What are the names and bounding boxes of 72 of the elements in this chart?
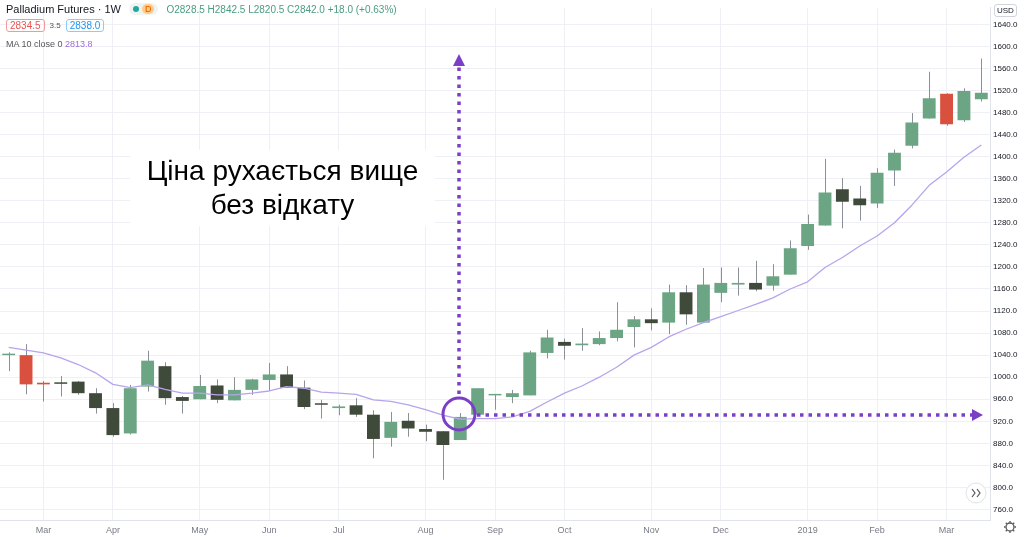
candlestick: [540, 329, 554, 359]
candlestick: [384, 411, 398, 448]
x-tick-label: Feb: [869, 524, 885, 535]
y-tick-label: 880.0: [993, 438, 1014, 448]
candlestick: [835, 177, 849, 229]
candlestick: [280, 365, 294, 389]
candlestick: [731, 266, 745, 297]
y-tick-label: 920.0: [993, 416, 1014, 426]
candlestick: [54, 375, 68, 397]
candlestick: [888, 149, 901, 187]
candlestick: [558, 338, 571, 361]
candlestick: [922, 71, 936, 120]
candlestick: [679, 284, 693, 326]
candlestick: [314, 399, 328, 420]
candlestick: [627, 315, 641, 348]
candlestick: [974, 58, 988, 103]
y-tick-label: 1040.0: [993, 350, 1019, 360]
y-tick-label: 1480.0: [993, 107, 1019, 117]
y-tick-label: 1120.0: [993, 306, 1018, 316]
x-tick-label: Dec: [712, 524, 730, 535]
y-tick-label: 1640.0: [993, 19, 1019, 29]
candlestick: [749, 260, 762, 292]
text: MA 10 close 0: [6, 39, 63, 49]
x-tick-label: 2019: [797, 524, 818, 535]
y-tick-label: 840.0: [993, 460, 1014, 470]
annotation: O2828.5 H2842.5 L2820.5 C2842.0 +18.0 (+0.63%): [166, 3, 397, 15]
y-tick-label: 1080.0: [993, 328, 1019, 338]
text: USD: [994, 4, 1017, 17]
candlestick: [401, 412, 415, 438]
candlestick: [766, 263, 780, 292]
x-tick-label: Aug: [417, 524, 434, 535]
y-tick-label: 800.0: [993, 482, 1014, 492]
annotation: Ціна рухається вище без відкату: [130, 150, 435, 226]
chart-title: Palladium Futures · 1W: [6, 3, 121, 15]
y-tick-label: 1160.0: [993, 284, 1018, 294]
x-tick-label: May: [191, 524, 209, 535]
y-tick-label: 1560.0: [993, 63, 1019, 73]
x-tick-label: Jul: [332, 524, 345, 535]
candlestick: [610, 301, 624, 342]
annotation: D: [141, 4, 155, 14]
x-tick-label: Oct: [557, 524, 572, 535]
candlestick: [89, 387, 102, 415]
candlestick: [714, 266, 728, 303]
y-tick-label: 1280.0: [993, 218, 1019, 228]
x-tick-label: Apr: [105, 524, 120, 535]
y-tick-label: 760.0: [993, 504, 1014, 514]
candlestick: [644, 307, 658, 331]
y-tick-label: 1400.0: [993, 151, 1019, 161]
candlestick: [905, 112, 919, 149]
y-tick-label: 1240.0: [993, 240, 1019, 250]
candlestick: [853, 185, 867, 222]
candlestick: [801, 214, 815, 251]
annotation: 3.5: [49, 21, 61, 30]
candlestick: [262, 362, 276, 392]
y-tick-label: 1000.0: [993, 372, 1019, 382]
y-tick-label: 1440.0: [993, 129, 1019, 139]
candlestick: [349, 397, 363, 418]
x-tick-label: Mar: [35, 524, 52, 535]
annotation: 2834.5: [6, 19, 45, 32]
x-tick-label: Nov: [643, 524, 660, 535]
x-tick-label: Sep: [486, 524, 504, 535]
annotation: 2838.0: [65, 19, 105, 32]
y-tick-label: 1360.0: [993, 173, 1019, 183]
candlestick: [436, 430, 450, 481]
x-tick-label: Mar: [938, 524, 955, 535]
y-tick-label: 960.0: [993, 394, 1014, 404]
y-tick-label: 1320.0: [993, 195, 1019, 205]
y-tick-label: 1520.0: [993, 85, 1019, 95]
y-tick-label: 1200.0: [993, 262, 1019, 272]
y-tick-label: 1600.0: [993, 41, 1019, 51]
x-tick-label: Jun: [261, 524, 277, 535]
annotation: 2813.8: [65, 39, 93, 49]
